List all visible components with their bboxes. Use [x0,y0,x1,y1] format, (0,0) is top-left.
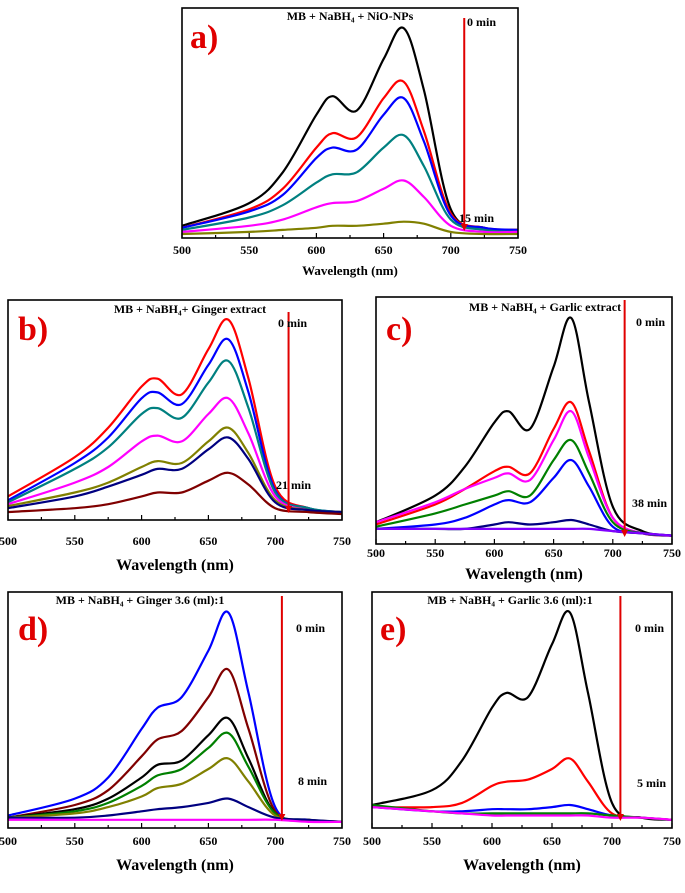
x-tick-label: 600 [307,243,325,257]
time-start-label: 0 min [635,621,664,635]
x-tick-label: 650 [199,534,217,548]
series-line [181,133,519,233]
series-line [7,426,343,514]
time-end-label: 5 min [637,776,666,790]
x-axis-label: Wavelength (nm) [302,263,398,278]
series-line [375,400,673,537]
x-tick-label: 750 [663,834,681,848]
chart-panel-d: 500 550 600 650 700 750 Wavelength (nm) MB + Na… [0,591,351,874]
x-tick-label: 750 [333,534,351,548]
series-line [7,318,343,514]
x-tick-label: 700 [603,834,621,848]
plot-frame [7,591,343,829]
plot-frame [181,7,519,239]
x-tick-label: 550 [66,834,84,848]
chart-title: MB + NaBH₄+ Ginger extract [114,302,266,316]
series-line [375,410,673,537]
x-tick-label: 750 [333,834,351,848]
x-tick-label: 650 [543,834,561,848]
panel-label: c) [386,311,412,348]
panel-label: b) [18,311,48,348]
x-tick-label: 600 [483,834,501,848]
x-tick-label: 600 [133,534,151,548]
x-tick-label: 550 [66,534,84,548]
chart-panel-e: 500 550 600 650 700 750 Wavelength (nm) MB + Na… [363,591,681,874]
x-tick-label: 700 [266,834,284,848]
arrow-head-icon [616,814,624,821]
x-tick-label: 750 [663,546,681,560]
x-tick-label: 500 [0,834,17,848]
arrow-head-icon [285,506,293,513]
series-line [371,805,673,821]
series-line [7,667,343,823]
time-end-label: 8 min [298,774,327,788]
series-line [375,527,673,537]
x-axis-label: Wavelength (nm) [465,566,583,583]
chart-title: MB + NaBH₄ + NiO-NPs [287,9,414,23]
x-tick-label: 700 [604,546,622,560]
x-tick-label: 500 [173,243,191,257]
series-line [181,79,519,231]
time-end-label: 38 min [632,496,667,510]
x-tick-label: 550 [423,834,441,848]
chart-title: MB + NaBH₄ + Garlic 3.6 (ml):1 [427,593,593,607]
series-line [7,610,343,823]
series-line [375,316,673,537]
series-line [7,716,343,823]
arrow-head-icon [278,814,286,821]
time-end-label: 15 min [459,211,494,225]
series-line [181,26,519,232]
x-axis-label: Wavelength (nm) [116,557,234,574]
x-tick-label: 550 [240,243,258,257]
chart-panel-b: 500 550 600 650 700 750 Wavelength (nm) MB + Na… [0,299,351,574]
series-line [7,436,343,514]
x-tick-label: 500 [0,534,17,548]
x-tick-label: 700 [442,243,460,257]
series-line [7,797,343,823]
panel-label: e) [380,611,406,648]
series-line [375,438,673,537]
panel-label: d) [18,611,48,648]
arrow-head-icon [621,530,629,537]
time-start-label: 0 min [296,621,325,635]
panel-label: a) [190,19,218,56]
time-start-label: 0 min [278,316,307,330]
series-line [181,96,519,231]
x-tick-label: 650 [545,546,563,560]
plot-frame [371,591,673,829]
chart-panel-a: 500 550 600 650 700 750 Wavelength (nm) MB + Na… [173,7,527,278]
x-tick-label: 750 [509,243,527,257]
x-axis-label: Wavelength (nm) [116,857,234,874]
x-tick-label: 600 [485,546,503,560]
x-tick-label: 600 [133,834,151,848]
x-tick-label: 550 [426,546,444,560]
chart-title: MB + NaBH₄ + Ginger 3.6 (ml):1 [56,593,225,607]
x-tick-label: 650 [375,243,393,257]
chart-title: MB + NaBH₄ + Garlic extract [469,300,621,314]
time-start-label: 0 min [467,15,496,29]
series-line [7,731,343,823]
series-line [181,179,519,234]
arrow-head-icon [460,224,468,231]
chart-panel-c: 500 550 600 650 700 750 Wavelength (nm) MB + Na… [367,296,681,583]
series-line [7,757,343,823]
series-line [7,396,343,514]
series-line [7,471,343,516]
series-line [7,359,343,514]
x-tick-label: 650 [199,834,217,848]
series-line [371,609,673,821]
time-end-label: 21 min [276,478,311,492]
x-tick-label: 700 [266,534,284,548]
time-start-label: 0 min [636,315,665,329]
x-axis-label: Wavelength (nm) [463,857,581,874]
series-line [375,458,673,537]
x-tick-label: 500 [363,834,381,848]
series-line [181,220,519,236]
x-tick-label: 500 [367,546,385,560]
series-line [7,818,343,824]
